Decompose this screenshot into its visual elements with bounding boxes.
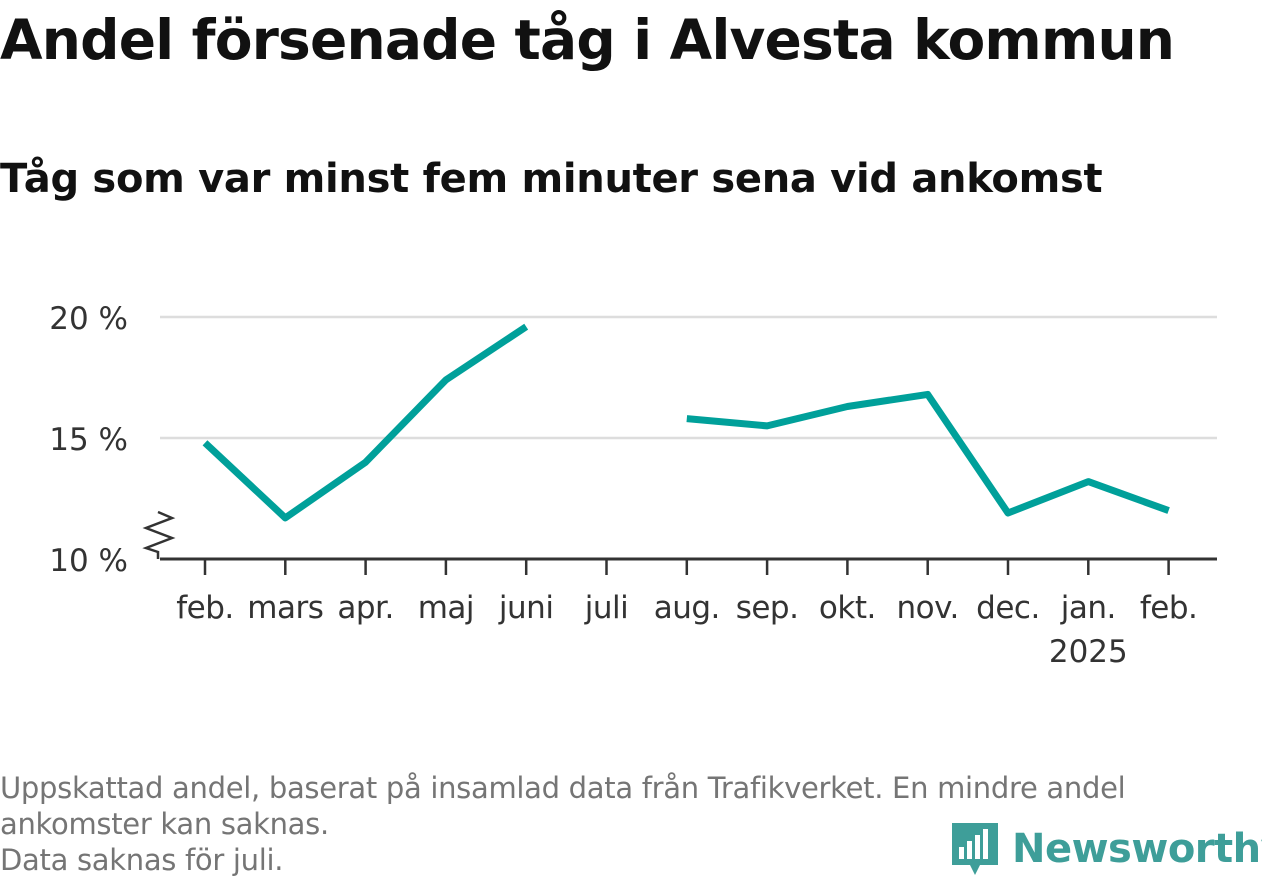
logo-text: Newsworthy (1012, 826, 1262, 872)
x-tick-label-3: maj (418, 590, 474, 626)
x-tick-label-6: aug. (654, 590, 720, 626)
series-line-segment-1 (205, 327, 526, 518)
x-year-label: 2025 (1049, 634, 1128, 670)
x-tick-label-4: juni (498, 590, 554, 626)
x-tick-label-7: sep. (736, 590, 799, 626)
newsworthy-bar-chart-icon (950, 819, 1000, 879)
x-tick-label-10: dec. (976, 590, 1040, 626)
y-tick-label-15: 15 % (49, 422, 128, 458)
x-tick-label-5: juli (584, 590, 629, 626)
axes (146, 512, 1217, 575)
x-tick-label-8: okt. (819, 590, 876, 626)
x-tick-label-1: mars (247, 590, 323, 626)
y-axis-break (146, 512, 172, 559)
series-line-segment-2 (687, 394, 1169, 513)
x-tick-label-11: jan. (1060, 590, 1116, 626)
x-tick-label-9: nov. (896, 590, 958, 626)
x-tick-label-12: feb. (1140, 590, 1198, 626)
y-tick-label-20: 20 % (49, 301, 128, 337)
series-lines (205, 327, 1169, 518)
x-tick-label-0: feb. (176, 590, 234, 626)
y-tick-label-10: 10 % (49, 543, 128, 579)
newsworthy-logo: Newsworthy (950, 818, 1262, 880)
x-tick-label-2: apr. (337, 590, 393, 626)
